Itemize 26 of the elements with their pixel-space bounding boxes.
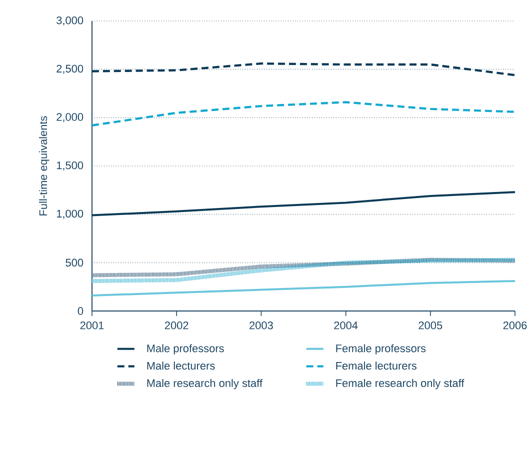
line-series (92, 258, 516, 284)
y-tick-label: 0 (78, 307, 84, 315)
x-tick-label: 2002 (164, 322, 188, 330)
legend-label: Female research only staff (336, 379, 464, 390)
legend-label: Female lecturers (336, 362, 416, 370)
x-tick-label: 2006 (503, 322, 527, 330)
x-tick-label: 2003 (250, 322, 273, 330)
legend-label: Male professors (147, 344, 224, 354)
x-tick-label: 2005 (418, 322, 442, 330)
y-tick-label: 1,500 (56, 161, 84, 171)
line-series (92, 101, 516, 126)
legend-label: Male lecturers (147, 362, 215, 370)
x-tick-label: 2004 (334, 322, 358, 330)
line-series (92, 62, 516, 76)
y-tick-label: 2,500 (56, 64, 84, 74)
line-series (92, 280, 516, 297)
line-series (92, 191, 516, 216)
x-tick-label: 2001 (80, 322, 104, 330)
legend-label: Male research only staff (147, 379, 263, 390)
y-tick-label: 2,000 (56, 113, 84, 122)
y-tick-label: 500 (66, 258, 84, 267)
legend-label: Female professors (336, 344, 426, 354)
y-axis-title: Full-time equivalents (39, 116, 50, 216)
line-series (92, 258, 516, 278)
y-tick-label: 1,000 (56, 210, 84, 219)
y-tick-label: 3,000 (56, 16, 84, 26)
